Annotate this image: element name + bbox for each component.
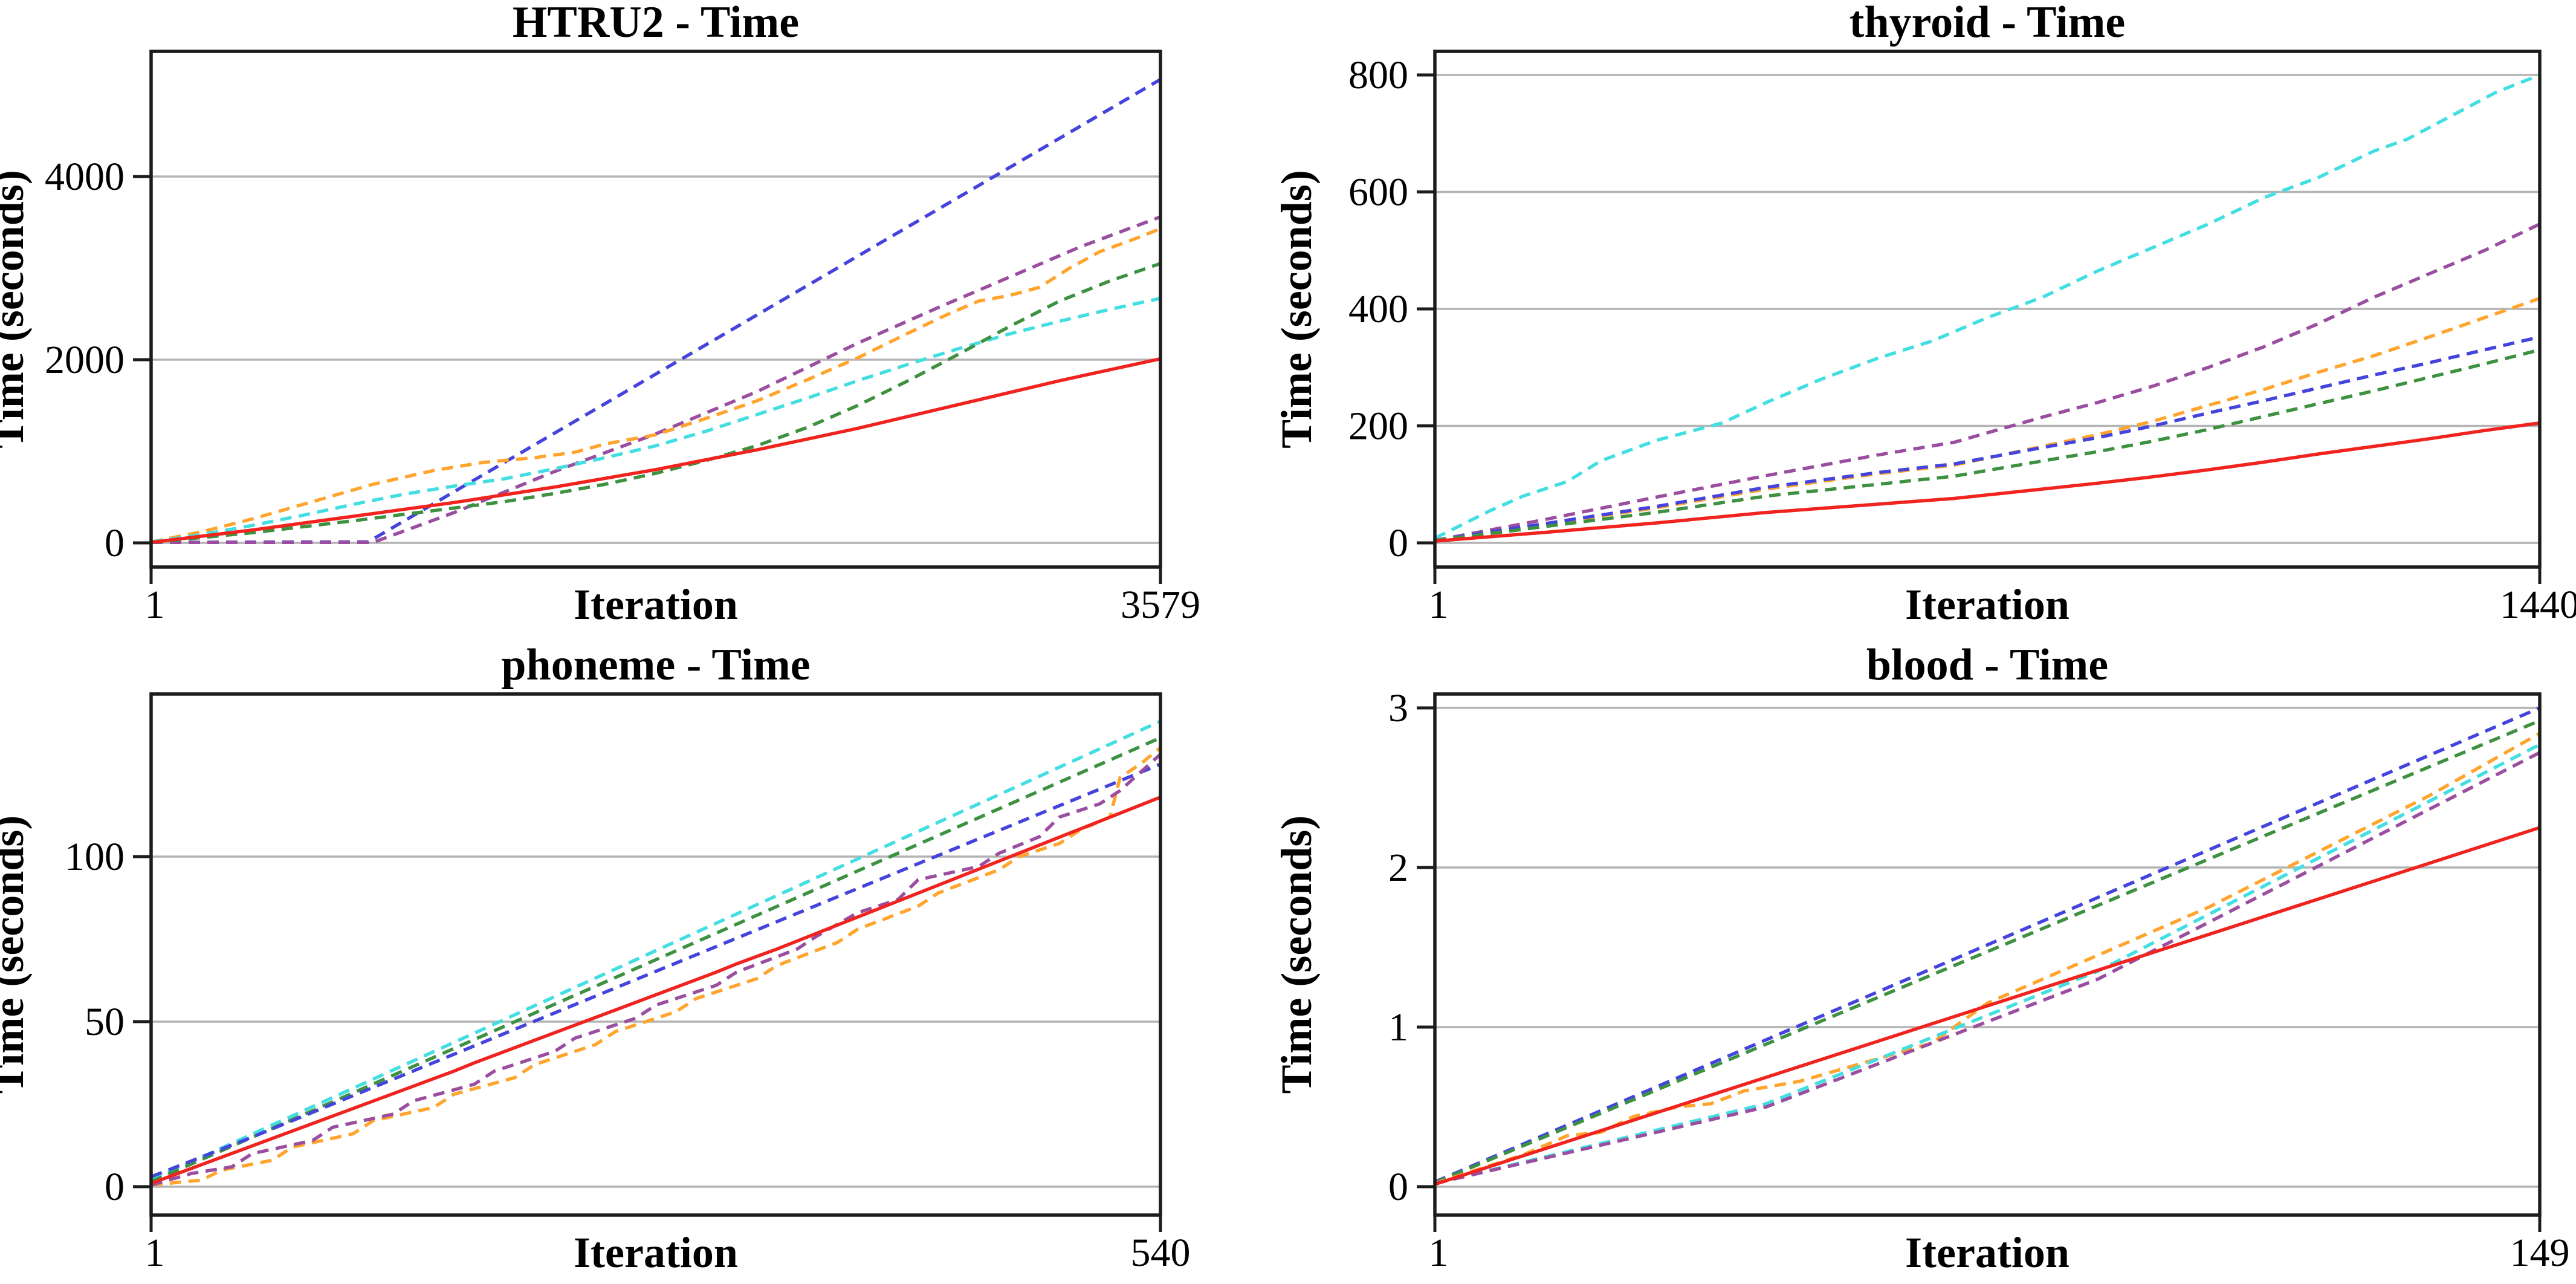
chart-title: blood - Time bbox=[1866, 640, 2108, 690]
ytick-label-0: 0 bbox=[105, 521, 125, 565]
panel-thyroid: 0 200 400 600 800 1 1440 Iteration thyroid - Tim… bbox=[1272, 0, 2576, 642]
series-orange-dashed bbox=[151, 746, 1160, 1187]
plot-frame bbox=[1433, 50, 2542, 569]
chart-title: HTRU2 - Time bbox=[513, 0, 799, 47]
ytick-label-50: 50 bbox=[85, 1000, 125, 1044]
series-red-solid bbox=[151, 796, 1160, 1185]
xtick-label-start: 1 bbox=[1429, 1231, 1449, 1275]
series-purple-dashed bbox=[151, 215, 1160, 544]
series-orange-dashed bbox=[1435, 731, 2540, 1185]
ytick-label-100: 100 bbox=[65, 835, 125, 879]
ytick-label-800: 800 bbox=[1348, 53, 1408, 97]
chart-title: thyroid - Time bbox=[1849, 0, 2125, 47]
x-axis-label: Iteration bbox=[574, 1228, 738, 1277]
xtick-label-start: 1 bbox=[1429, 583, 1449, 627]
panel-blood: 0 1 2 3 1 149 Iteration blood - Time Time (secon… bbox=[1272, 640, 2576, 1284]
series-cyan-dashed bbox=[151, 719, 1160, 1182]
series-green-dashed bbox=[1435, 348, 2540, 542]
plot-frame bbox=[149, 50, 1162, 569]
ytick-label-0: 0 bbox=[1388, 521, 1408, 565]
ytick-label-2000: 2000 bbox=[45, 338, 125, 382]
ytick-label-3: 3 bbox=[1388, 686, 1408, 730]
xtick-label-start: 1 bbox=[145, 1231, 165, 1275]
ytick-label-1: 1 bbox=[1388, 1005, 1408, 1049]
ytick-label-200: 200 bbox=[1348, 404, 1408, 449]
series-green-dashed bbox=[151, 736, 1160, 1184]
series-group bbox=[1435, 706, 2540, 1186]
x-axis-label: Iteration bbox=[1905, 1228, 2070, 1277]
series-green-dashed bbox=[1435, 719, 2540, 1184]
series-group bbox=[151, 719, 1160, 1187]
series-group bbox=[151, 78, 1160, 544]
y-axis-label: Time (seconds) bbox=[1272, 815, 1321, 1094]
series-orange-dashed bbox=[151, 227, 1160, 544]
series-cyan-dashed bbox=[151, 296, 1160, 544]
y-axis-label: Time (seconds) bbox=[1272, 170, 1321, 449]
y-axis-label: Time (seconds) bbox=[0, 815, 33, 1094]
ytick-label-0: 0 bbox=[105, 1165, 125, 1209]
xtick-label-end: 3579 bbox=[1121, 583, 1200, 627]
ytick-label-4000: 4000 bbox=[45, 155, 125, 199]
series-red-solid bbox=[151, 357, 1160, 544]
series-purple-dashed bbox=[1435, 751, 2540, 1185]
series-red-solid bbox=[1435, 421, 2540, 543]
series-green-dashed bbox=[151, 262, 1160, 544]
series-blue-dashed bbox=[1435, 335, 2540, 542]
panel-phoneme: 0 50 100 1 540 Iteration phoneme - Time Time (s… bbox=[0, 640, 1288, 1284]
series-cyan-dashed bbox=[1435, 743, 2540, 1185]
xtick-label-end: 540 bbox=[1131, 1231, 1191, 1275]
xtick-label-start: 1 bbox=[145, 583, 165, 627]
phoneme-time-chart: 0 50 100 1 540 Iteration phoneme - Time Time (s… bbox=[0, 640, 1191, 1277]
y-axis-label: Time (seconds) bbox=[0, 170, 33, 449]
x-axis-label: Iteration bbox=[1905, 580, 2070, 629]
series-red-solid bbox=[1435, 826, 2540, 1186]
xtick-label-end: 149 bbox=[2510, 1231, 2570, 1275]
series-group bbox=[1435, 73, 2540, 543]
plot-frame bbox=[149, 692, 1162, 1217]
htru2-time-chart: 0 2000 4000 1 3579 Iteration HTRU2 - Time Time … bbox=[0, 0, 1200, 629]
ytick-label-2: 2 bbox=[1388, 846, 1408, 890]
thyroid-time-chart: 0 200 400 600 800 1 1440 Iteration thyroid - Tim… bbox=[1272, 0, 2576, 629]
series-cyan-dashed bbox=[1435, 73, 2540, 540]
panel-htru2: 0 2000 4000 1 3579 Iteration HTRU2 - Time Time … bbox=[0, 0, 1288, 642]
ytick-label-400: 400 bbox=[1348, 287, 1408, 331]
plot-frame bbox=[1433, 692, 2542, 1217]
series-blue-dashed bbox=[1435, 706, 2540, 1184]
x-axis-label: Iteration bbox=[574, 580, 738, 629]
ytick-label-600: 600 bbox=[1348, 170, 1408, 215]
series-orange-dashed bbox=[1435, 297, 2540, 542]
series-purple-dashed bbox=[151, 753, 1160, 1187]
ytick-label-0: 0 bbox=[1388, 1165, 1408, 1209]
xtick-label-end: 1440 bbox=[2500, 583, 2576, 627]
series-purple-dashed bbox=[1435, 222, 2540, 542]
chart-title: phoneme - Time bbox=[501, 640, 810, 690]
series-blue-dashed bbox=[151, 762, 1160, 1179]
